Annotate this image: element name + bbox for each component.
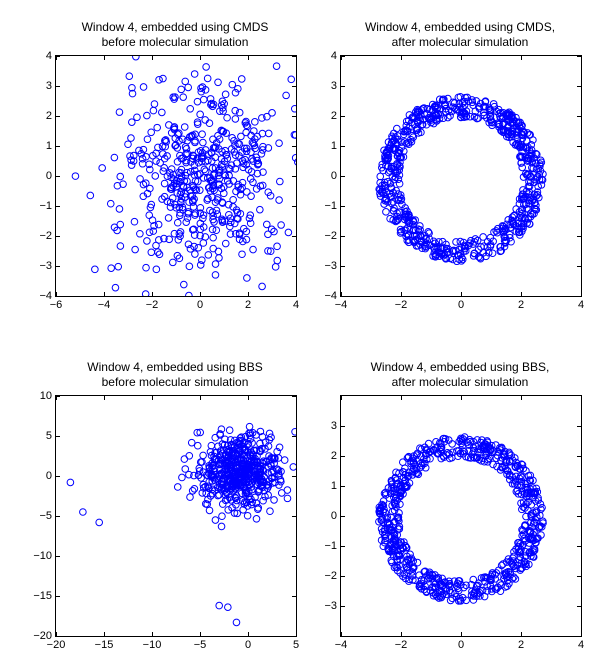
ytick-label: −4 xyxy=(39,290,56,302)
ytick-label: −20 xyxy=(33,630,56,642)
xtick-label: −15 xyxy=(95,636,114,651)
plot-bl: −20−15−10−505−20−15−10−50510 xyxy=(55,395,297,637)
ytick-label: 3 xyxy=(331,420,341,432)
panel-bl-title: Window 4, embedded using BBSbefore molec… xyxy=(55,360,295,390)
ytick-label: 4 xyxy=(46,50,56,62)
ytick-label: 3 xyxy=(46,80,56,92)
xtick-label: 0 xyxy=(197,296,203,311)
xtick-label: 2 xyxy=(518,296,524,311)
xtick-label: 4 xyxy=(578,296,584,311)
xtick-label: 0 xyxy=(458,636,464,651)
panel-tr: Window 4, embedded using CMDS,after mole… xyxy=(340,55,580,295)
ytick-label: 2 xyxy=(331,450,341,462)
panel-br-title: Window 4, embedded using BBS,after molec… xyxy=(340,360,580,390)
scatter-markers xyxy=(341,56,581,296)
ytick-label: −1 xyxy=(39,200,56,212)
xtick-label: 4 xyxy=(578,636,584,651)
ytick-label: −10 xyxy=(33,550,56,562)
xtick-label: −4 xyxy=(335,636,348,651)
ytick-label: −2 xyxy=(324,570,341,582)
ytick-label: 4 xyxy=(331,50,341,62)
ytick-label: −1 xyxy=(324,200,341,212)
xtick-label: −5 xyxy=(194,636,207,651)
ytick-label: −4 xyxy=(324,290,341,302)
panel-tl-title: Window 4, embedded using CMDSbefore mole… xyxy=(55,20,295,50)
ytick-label: 0 xyxy=(331,510,341,522)
ytick-label: 0 xyxy=(46,470,56,482)
xtick-label: 0 xyxy=(245,636,251,651)
ytick-label: −1 xyxy=(324,540,341,552)
ytick-label: −2 xyxy=(324,230,341,242)
xtick-label: −2 xyxy=(146,296,159,311)
ytick-label: −5 xyxy=(39,510,56,522)
plot-br: −4−2024−3−2−10123 xyxy=(340,395,582,637)
ytick-label: 2 xyxy=(331,110,341,122)
panel-tr-title: Window 4, embedded using CMDS,after mole… xyxy=(340,20,580,50)
ytick-label: 1 xyxy=(331,140,341,152)
ytick-label: 1 xyxy=(331,480,341,492)
ytick-label: −2 xyxy=(39,230,56,242)
ytick-label: 5 xyxy=(46,430,56,442)
xtick-label: 2 xyxy=(245,296,251,311)
ytick-label: 1 xyxy=(46,140,56,152)
scatter-markers xyxy=(56,56,296,296)
figure: Window 4, embedded using CMDSbefore mole… xyxy=(0,0,602,668)
plot-tr: −4−2024−4−3−2−101234 xyxy=(340,55,582,297)
xtick-label: −4 xyxy=(98,296,111,311)
scatter-markers xyxy=(56,396,296,636)
panel-bl: Window 4, embedded using BBSbefore molec… xyxy=(55,395,295,635)
ytick-label: 0 xyxy=(46,170,56,182)
ytick-label: 10 xyxy=(40,390,56,402)
xtick-label: −10 xyxy=(143,636,162,651)
scatter-markers xyxy=(341,396,581,636)
xtick-label: −2 xyxy=(395,296,408,311)
xtick-label: 5 xyxy=(293,636,299,651)
panel-br: Window 4, embedded using BBS,after molec… xyxy=(340,395,580,635)
ytick-label: 0 xyxy=(331,170,341,182)
xtick-label: 2 xyxy=(518,636,524,651)
plot-tl: −6−4−2024−4−3−2−101234 xyxy=(55,55,297,297)
xtick-label: 4 xyxy=(293,296,299,311)
ytick-label: −15 xyxy=(33,590,56,602)
xtick-label: 0 xyxy=(458,296,464,311)
ytick-label: −3 xyxy=(324,260,341,272)
xtick-label: −2 xyxy=(395,636,408,651)
ytick-label: −3 xyxy=(324,600,341,612)
panel-tl: Window 4, embedded using CMDSbefore mole… xyxy=(55,55,295,295)
ytick-label: 3 xyxy=(331,80,341,92)
ytick-label: −3 xyxy=(39,260,56,272)
ytick-label: 2 xyxy=(46,110,56,122)
